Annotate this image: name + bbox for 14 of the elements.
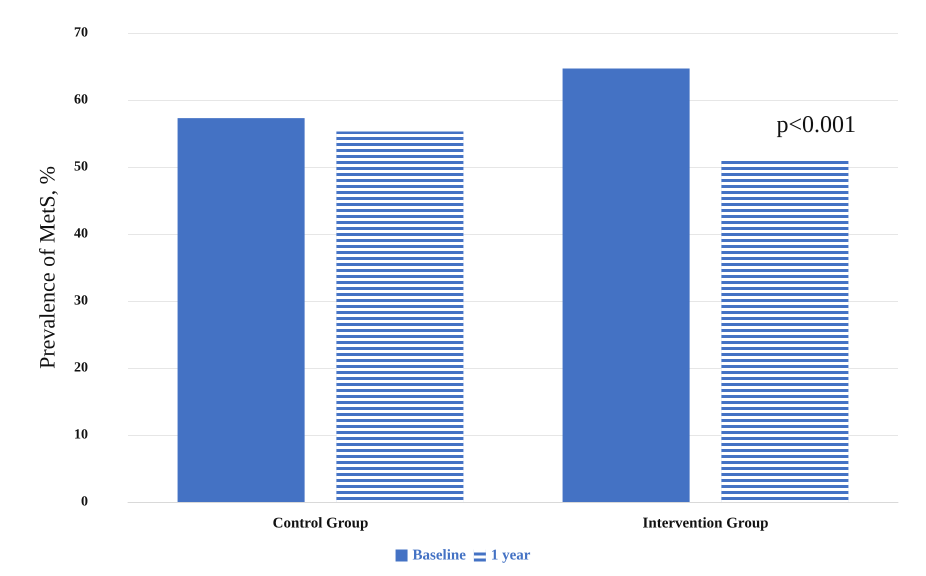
y-tick-label: 30 bbox=[74, 294, 88, 308]
y-tick-label: 60 bbox=[74, 92, 88, 108]
legend-label: Baseline bbox=[412, 548, 466, 564]
x-tick-label: Intervention Group bbox=[642, 516, 768, 532]
y-tick-label: 10 bbox=[74, 428, 88, 442]
y-tick-label: 0 bbox=[81, 494, 88, 510]
y-tick-label: 40 bbox=[74, 226, 88, 242]
legend-label: 1 year bbox=[490, 548, 531, 564]
y-tick-label: 70 bbox=[74, 26, 88, 40]
y-tick-label: 20 bbox=[74, 360, 88, 376]
annotation: p<0.001 bbox=[776, 112, 856, 138]
y-axis-title: Prevalence of MetS, % bbox=[34, 166, 60, 369]
x-tick-label: Control Group bbox=[272, 516, 368, 532]
y-tick-label: 50 bbox=[74, 160, 88, 174]
